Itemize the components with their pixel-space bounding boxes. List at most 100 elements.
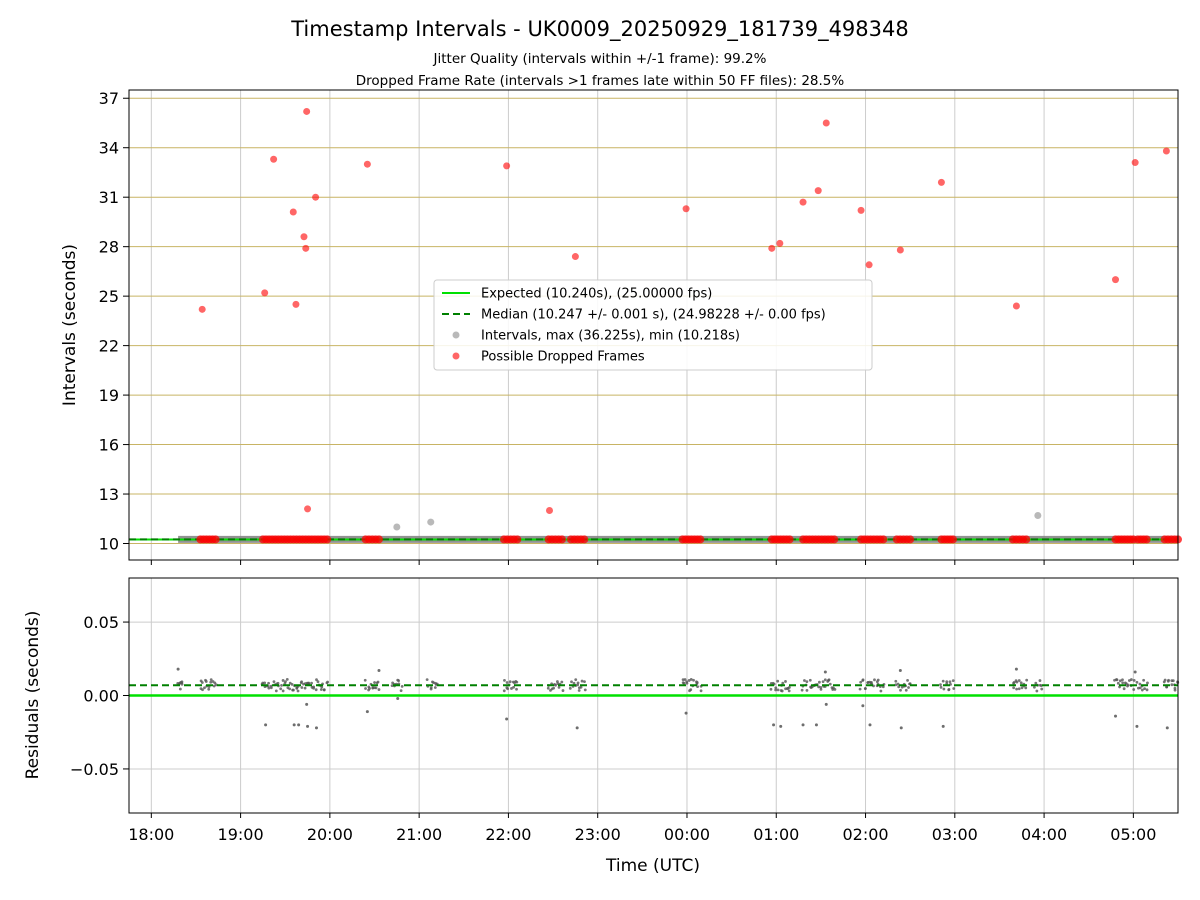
intervals-y-tick-label: 10 <box>99 535 119 554</box>
dropped-frame-point <box>270 155 278 163</box>
dropped-frame-point <box>312 193 320 201</box>
residual-point <box>180 682 184 686</box>
intervals-y-tick-label: 16 <box>99 436 119 455</box>
residual-point <box>858 687 862 691</box>
residual-point <box>952 687 956 690</box>
residual-point <box>939 685 943 689</box>
residual-point <box>1012 680 1016 684</box>
dropped-frame-point <box>896 246 904 254</box>
residual-point <box>580 679 584 683</box>
residual-point <box>503 678 506 682</box>
residual-outlier-point <box>824 702 828 706</box>
legend: Expected (10.240s), (25.00000 fps) Median… <box>433 279 873 371</box>
residual-point <box>699 689 703 693</box>
residual-point <box>267 686 271 690</box>
residual-point <box>821 680 825 684</box>
dropped-frame-point <box>571 253 579 261</box>
residual-point <box>515 680 519 684</box>
residual-point <box>833 688 837 691</box>
residual-point <box>787 689 791 693</box>
residual-point <box>1118 679 1122 683</box>
x-tick-label: 04:00 <box>1021 825 1067 844</box>
residual-point <box>207 687 211 691</box>
x-tick-label: 23:00 <box>575 825 621 844</box>
residual-point <box>682 681 686 685</box>
dropped-frame-point <box>198 305 206 313</box>
residual-point <box>1113 678 1116 682</box>
residual-point <box>1122 687 1126 691</box>
residual-point <box>434 683 438 686</box>
dropped-frame-point <box>300 233 308 241</box>
residual-point <box>267 681 270 685</box>
residual-point <box>819 688 823 691</box>
residuals-y-tick-label: 0.00 <box>83 687 119 706</box>
residual-point <box>433 686 437 689</box>
residual-point <box>1040 687 1044 691</box>
residual-point <box>1170 683 1174 687</box>
residual-outlier-point <box>1135 724 1139 728</box>
residual-point <box>1132 688 1136 691</box>
intervals-y-tick-label: 34 <box>99 139 119 158</box>
dropped-frame-point <box>363 160 371 168</box>
residual-point <box>1025 678 1029 682</box>
residual-point <box>209 678 213 682</box>
residual-point <box>583 688 587 692</box>
residual-point <box>1126 683 1130 687</box>
residual-point <box>290 682 294 686</box>
residual-point <box>322 688 326 692</box>
residual-point <box>276 681 280 685</box>
residual-outlier-point <box>505 717 509 721</box>
dropped-frame-point <box>261 289 269 297</box>
residual-point <box>316 680 320 684</box>
residual-point <box>1138 682 1142 686</box>
residual-point <box>288 687 292 691</box>
dropped-frame-point <box>292 300 300 308</box>
intervals-axes-frame <box>128 89 1179 561</box>
legend-intervals-swatch <box>452 331 460 339</box>
residual-outlier-point <box>823 670 827 674</box>
intervals-y-tick-label: 25 <box>99 287 119 306</box>
residual-point <box>1143 687 1146 691</box>
residual-point <box>1032 685 1036 689</box>
residual-point <box>429 686 433 690</box>
residual-point <box>1145 688 1149 692</box>
residuals-y-tick-label: −0.05 <box>70 760 119 779</box>
residual-point <box>1118 685 1121 689</box>
residual-point <box>1012 686 1016 690</box>
x-tick-label: 00:00 <box>664 825 710 844</box>
residual-point <box>178 687 182 691</box>
dropped-frame-point <box>682 205 690 213</box>
residual-point <box>557 685 561 689</box>
residual-outlier-point <box>801 723 805 727</box>
residual-point <box>907 686 910 689</box>
legend-box <box>433 279 873 371</box>
residual-point <box>788 686 791 689</box>
residual-point <box>1162 680 1166 684</box>
residual-point <box>180 680 184 684</box>
residual-point <box>689 678 693 681</box>
residual-point <box>774 686 778 690</box>
residual-point <box>780 689 784 693</box>
residual-point <box>209 680 213 684</box>
residual-point <box>1116 681 1120 685</box>
residual-point <box>863 687 867 691</box>
residual-point <box>374 686 378 690</box>
residual-point <box>579 685 583 689</box>
residual-point <box>425 678 429 682</box>
dropped-frame-point <box>1112 276 1120 284</box>
residual-point <box>281 679 285 682</box>
residual-outlier-point <box>306 724 310 728</box>
residual-point <box>941 679 945 683</box>
residual-point <box>894 679 898 683</box>
residual-point <box>827 678 831 682</box>
residual-point <box>1142 678 1146 682</box>
dropped-frame-point <box>857 206 865 214</box>
residual-point <box>363 678 367 682</box>
residual-point <box>279 687 283 691</box>
residual-point <box>1146 681 1149 685</box>
residual-point <box>904 688 908 692</box>
residual-point <box>508 680 512 684</box>
dropped-frame-baseline-point <box>879 535 888 544</box>
residual-point <box>502 689 506 693</box>
